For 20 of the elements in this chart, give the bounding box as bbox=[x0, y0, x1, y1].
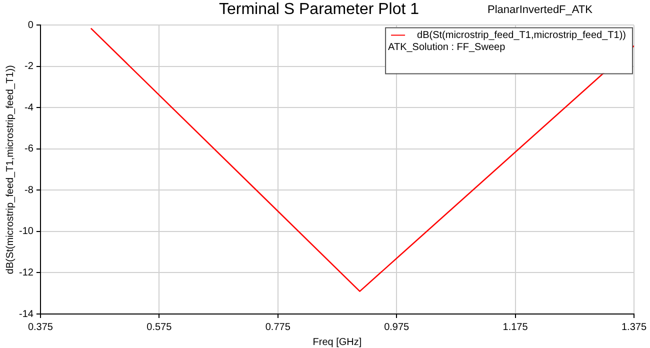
y-tick-label: -6 bbox=[24, 144, 34, 155]
y-tick-label: -8 bbox=[24, 184, 34, 196]
annotation: ATK_Solution : FF_Sweep bbox=[388, 42, 506, 53]
legend-label: dB(St(microstrip_feed_T1,microstrip_feed_T1)) bbox=[417, 30, 626, 41]
x-tick-label: 0.775 bbox=[265, 322, 291, 333]
chart-subtitle: PlanarInvertedF_ATK bbox=[488, 4, 594, 16]
y-tick-label: -4 bbox=[24, 102, 34, 114]
y-tick-label: -2 bbox=[24, 61, 34, 72]
y-tick-label: -12 bbox=[19, 267, 34, 278]
x-tick-label: 0.975 bbox=[384, 322, 410, 333]
x-tick-label: 1.375 bbox=[621, 322, 647, 333]
y-tick-label: -10 bbox=[19, 226, 34, 238]
x-axis-title: Freq [GHz] bbox=[312, 336, 362, 348]
x-tick-label: 1.175 bbox=[502, 322, 528, 333]
chart-title: Terminal S Parameter Plot 1 bbox=[218, 1, 420, 18]
y-axis-title: dB(St(microstrip_feed_T1,microstrip_feed_T1)) bbox=[4, 65, 16, 274]
x-tick-label: 0.575 bbox=[146, 322, 172, 333]
y-tick-label: 0 bbox=[28, 20, 34, 31]
x-tick-label: 0.375 bbox=[28, 322, 54, 333]
y-tick-label: -14 bbox=[19, 308, 34, 320]
